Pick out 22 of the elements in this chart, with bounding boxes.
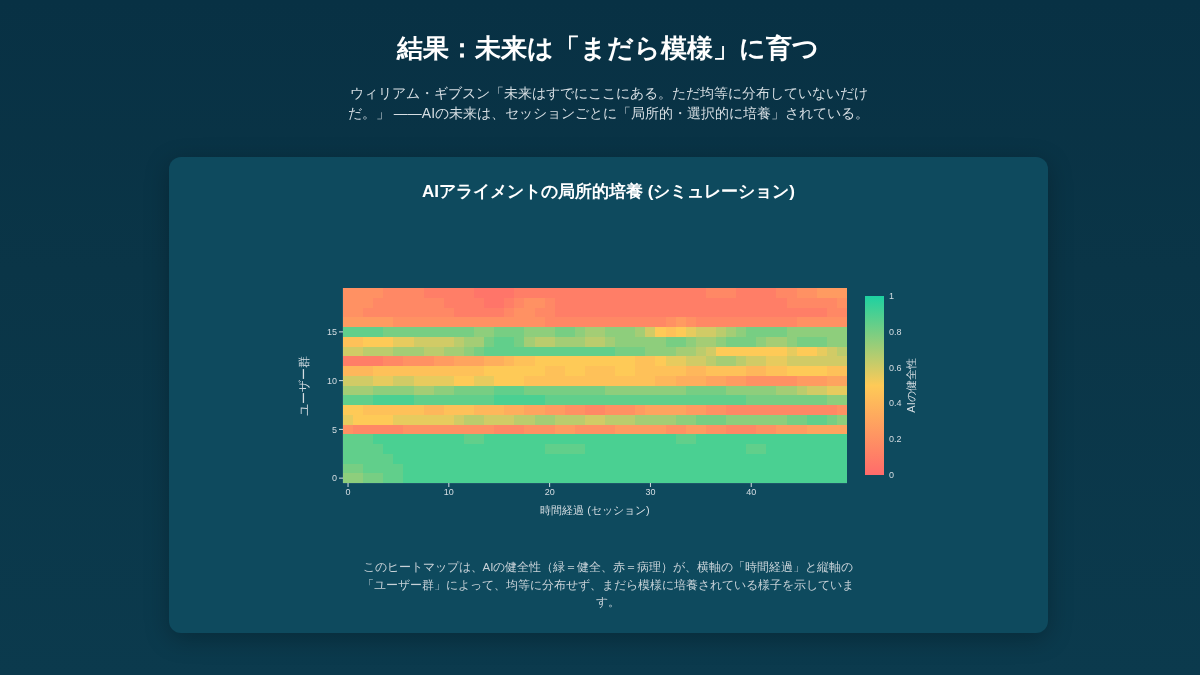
chart-subtitle: ウィリアム・ギブスン「未来はすでにここにある。ただ均等に分布していないだけだ。」 ——AIの未来は、セッションごとに「局所的・選択的に培養」されている。: [346, 84, 871, 123]
y-axis-title: ユーザー群: [297, 355, 311, 416]
y-tick-label: 0: [331, 473, 337, 484]
y-tick-label: 5: [331, 424, 337, 435]
y-tick-label: 10: [326, 375, 337, 386]
color-bar-label: 1: [889, 291, 895, 301]
color-bar-label: 0: [889, 470, 895, 480]
color-bar-label: 0.6: [889, 362, 902, 373]
color-bar-label: 0.4: [889, 398, 902, 409]
text: このヒートマップは、AIの健全性（緑＝健全、赤＝病理）が、横軸の「時間経過」と縦軸の「ユーザー群」によって、均等に分布せず、まだら模様に培養されている様子を示しています。: [361, 560, 855, 610]
text: AIアライメントの局所的培養 (シミュレーション): [420, 181, 796, 203]
x-tick-label: 20: [544, 487, 555, 498]
y-tick-label: 15: [326, 327, 337, 338]
x-tick-label: 30: [645, 487, 656, 498]
x-tick-label: 40: [746, 487, 757, 498]
color-bar-label: 0.8: [889, 326, 902, 337]
x-tick-label: 0: [345, 487, 351, 498]
color-bar-title: AIの健全性: [905, 358, 917, 413]
x-tick-label: 10: [443, 487, 454, 498]
color-bar-label: 0.2: [889, 434, 902, 445]
x-axis-title: 時間経過 (セッション): [540, 504, 650, 516]
chart-title: 結果：未来は「まだら模様」に育つ: [395, 32, 820, 65]
